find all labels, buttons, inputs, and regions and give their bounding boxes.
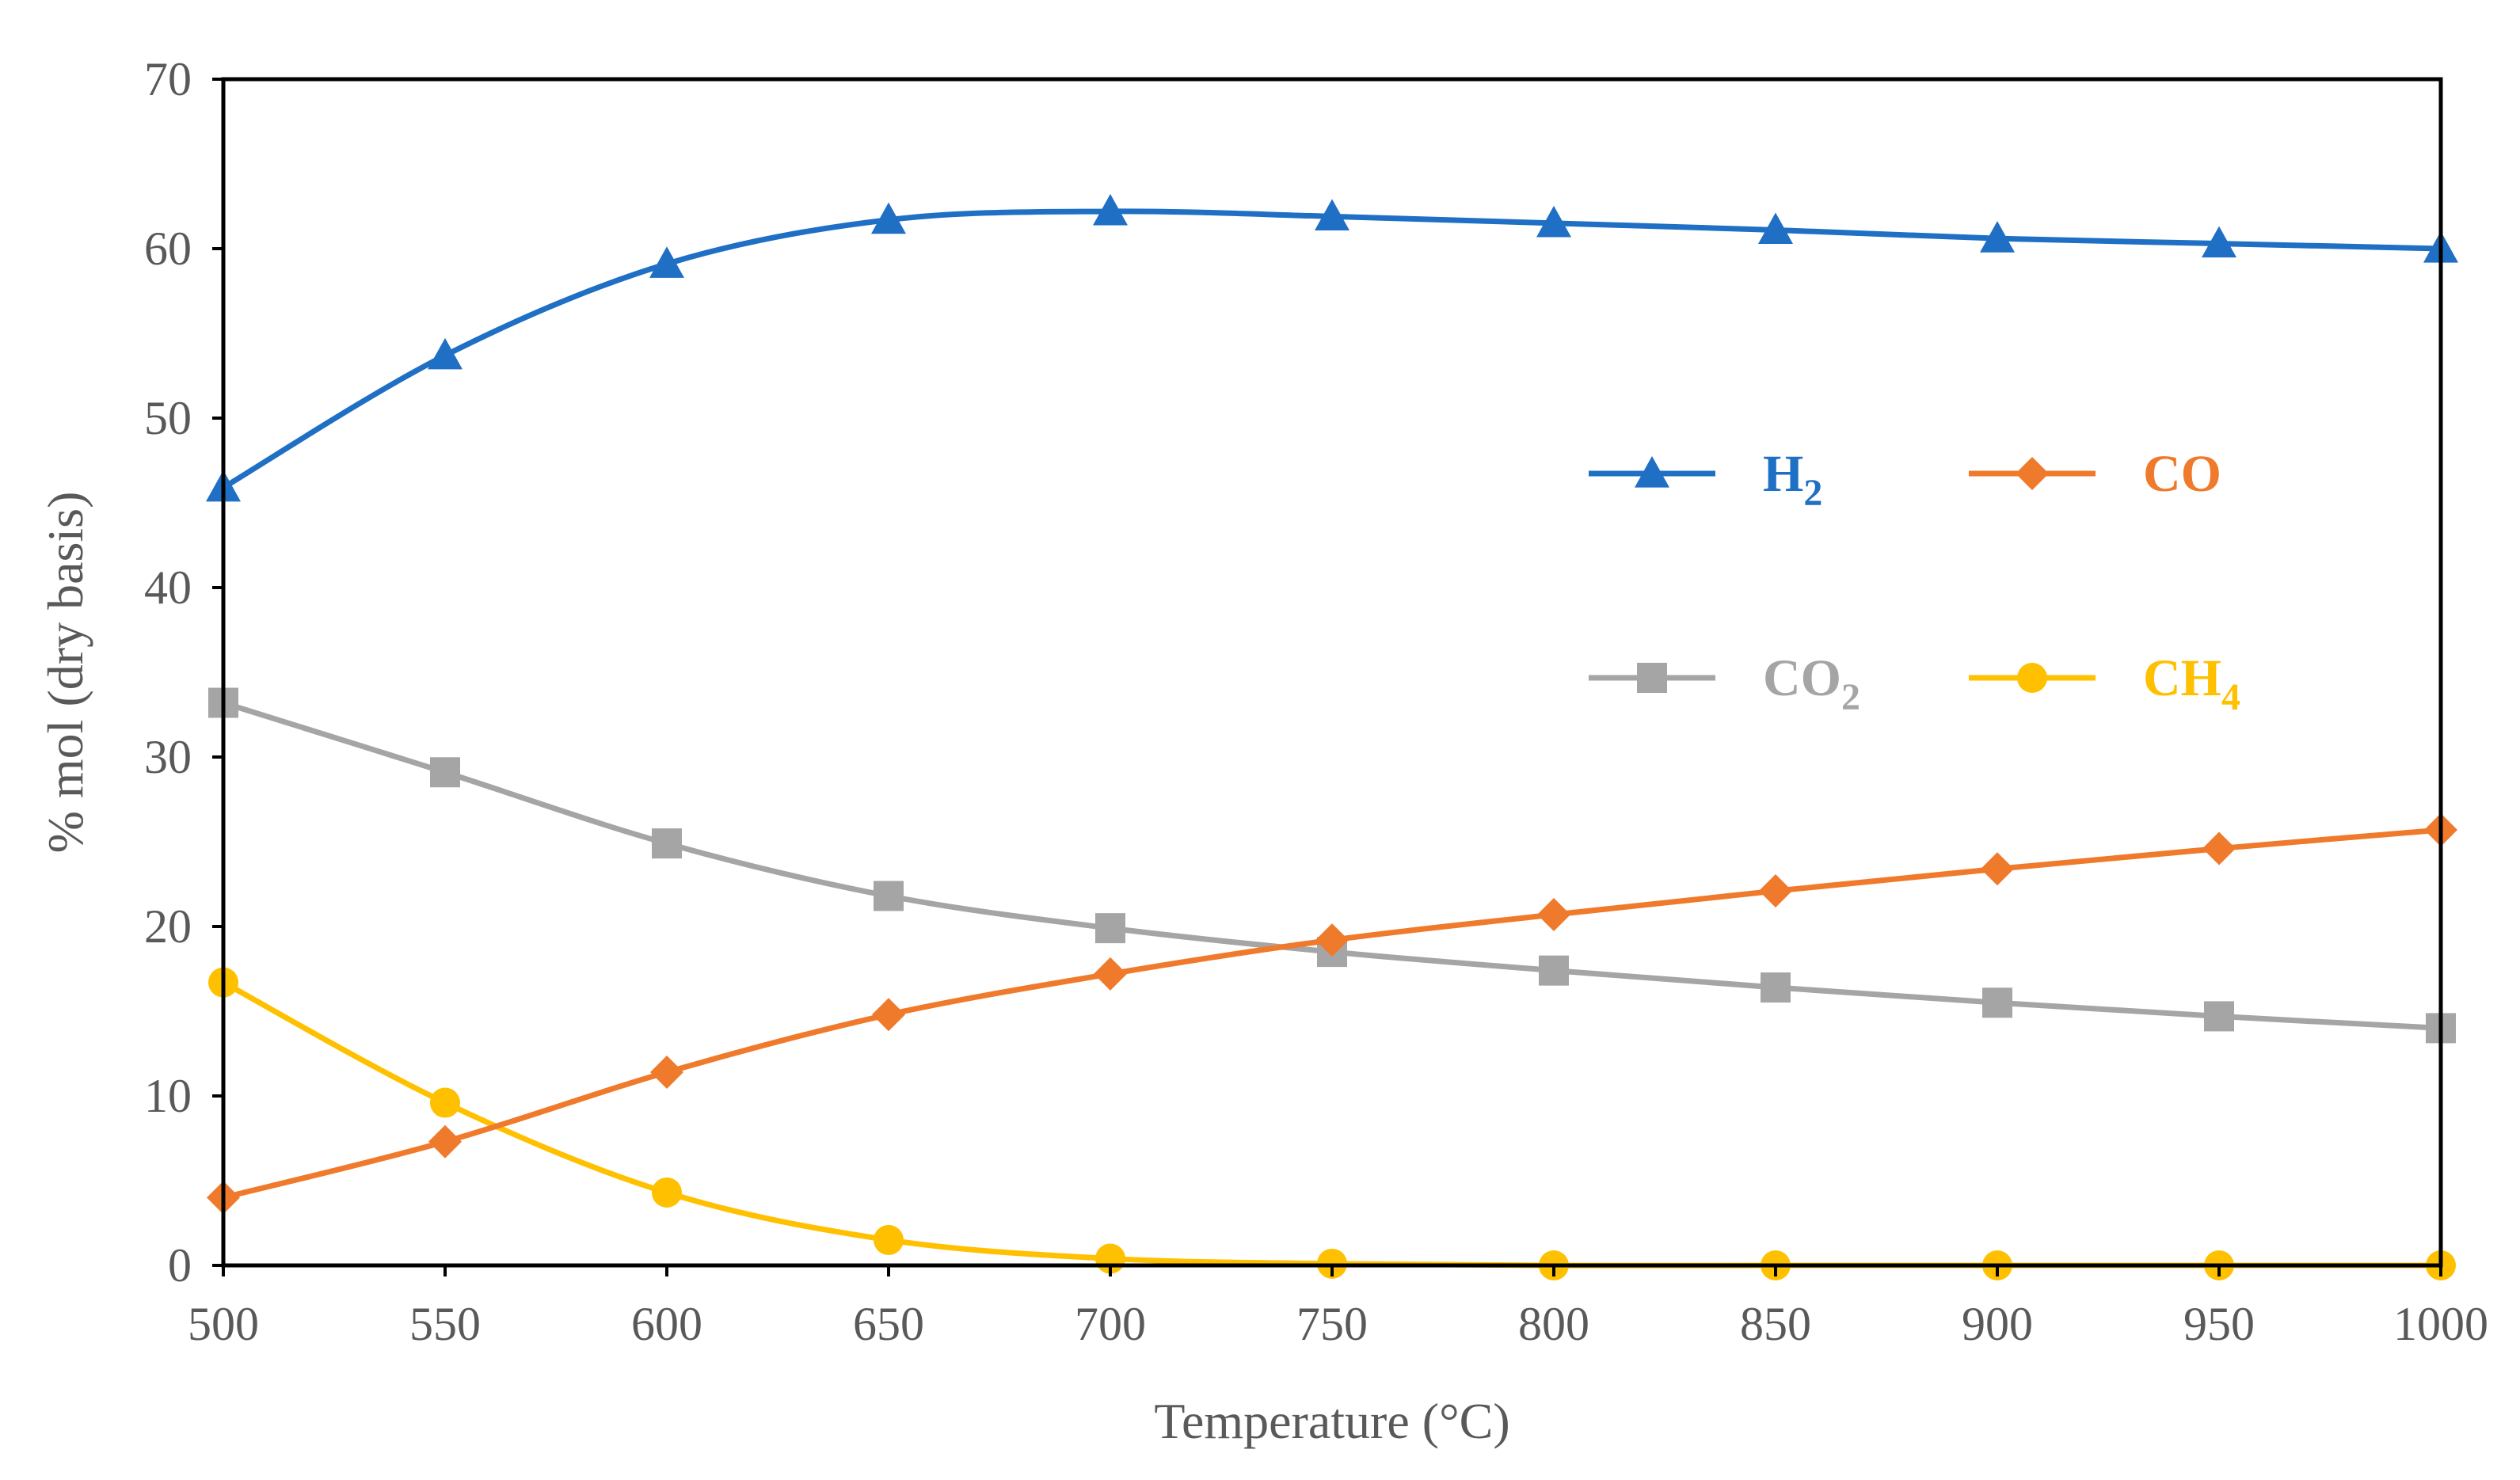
- x-axis-title: Temperature (°C): [1154, 1393, 1509, 1449]
- legend-label-subscript: 2: [1841, 676, 1860, 718]
- data-point-co: [1315, 923, 1349, 957]
- data-point-co: [1094, 957, 1127, 991]
- data-point-co: [650, 1056, 683, 1090]
- legend-label-co2: CO2: [1763, 649, 1860, 718]
- data-point-h2: [1093, 193, 1128, 226]
- x-tick-label: 800: [1518, 1298, 1589, 1350]
- plot-area-frame: [221, 77, 2443, 1268]
- legend-item-h2: H2: [1589, 445, 1822, 514]
- y-tick-label: 60: [144, 223, 192, 275]
- legend-label-main: H: [1763, 445, 1803, 503]
- data-point-h2: [1980, 221, 2015, 253]
- data-point-h2: [649, 246, 684, 278]
- data-point-co: [2202, 831, 2236, 866]
- data-point-ch4: [652, 1177, 682, 1208]
- series-layer: [206, 193, 2458, 1280]
- series-line-co2: [220, 700, 2444, 1031]
- data-point-co2: [1539, 955, 1569, 986]
- data-point-co2: [2204, 1001, 2234, 1032]
- data-point-co2: [430, 757, 460, 788]
- y-axis-title: % mol (dry basis): [37, 492, 93, 854]
- data-point-co2: [1761, 972, 1791, 1003]
- y-tick-label: 30: [144, 731, 192, 783]
- data-point-co: [872, 998, 905, 1032]
- data-point-h2: [2202, 226, 2236, 258]
- y-axis-ticks: 0 10 20 30 40 50 60 70: [144, 53, 223, 1292]
- x-axis-ticks: 500 550 600 650 700 750 800 850 900 950 1000: [188, 1265, 2488, 1350]
- data-point-h2: [1758, 212, 1793, 245]
- series-co2: [208, 687, 2456, 1044]
- legend-label-co: CO: [2143, 445, 2221, 503]
- x-tick-label: 900: [1962, 1298, 2033, 1350]
- data-point-co: [1759, 874, 1792, 908]
- series-line-co: [220, 827, 2444, 1200]
- data-point-co2: [652, 828, 682, 859]
- x-tick-label: 950: [2183, 1298, 2255, 1350]
- y-tick-label: 70: [144, 53, 192, 105]
- y-tick-label: 20: [144, 900, 192, 953]
- data-point-co2: [874, 881, 904, 911]
- series-h2: [206, 193, 2458, 502]
- legend-item-co2: CO2: [1589, 649, 1860, 718]
- data-point-ch4: [874, 1224, 904, 1255]
- legend-label-subscript: 4: [2221, 676, 2240, 718]
- x-tick-label: 650: [853, 1298, 924, 1350]
- data-point-co: [1537, 898, 1570, 932]
- x-tick-label: 850: [1740, 1298, 1811, 1350]
- legend-label-main: CO: [2143, 445, 2221, 503]
- x-tick-label: 700: [1075, 1298, 1146, 1350]
- data-point-co2: [1095, 913, 1125, 944]
- data-point-co: [1981, 852, 2014, 886]
- x-tick-label: 1000: [2393, 1298, 2488, 1350]
- y-tick-label: 50: [144, 392, 192, 444]
- x-tick-label: 600: [631, 1298, 702, 1350]
- legend-label-main: CO: [1763, 649, 1841, 707]
- x-tick-label: 550: [409, 1298, 481, 1350]
- data-point-ch4: [430, 1087, 460, 1118]
- y-tick-label: 40: [144, 561, 192, 614]
- legend-label-subscript: 2: [1803, 472, 1822, 514]
- legend-marker-co: [2016, 457, 2049, 490]
- series-line-h2: [220, 208, 2444, 491]
- data-point-h2: [428, 337, 463, 370]
- legend-label-h2: H2: [1763, 445, 1822, 514]
- legend-marker-ch4: [2017, 663, 2047, 693]
- legend-marker-co2: [1637, 663, 1667, 693]
- x-tick-label: 750: [1296, 1298, 1368, 1350]
- data-point-co2: [1982, 987, 2012, 1018]
- y-tick-label: 10: [144, 1070, 192, 1122]
- legend-item-co: CO: [1969, 445, 2221, 503]
- y-tick-label: 0: [168, 1239, 192, 1292]
- legend-label-main: CH: [2143, 649, 2221, 707]
- series-line-ch4: [220, 980, 2444, 1269]
- legend-label-ch4: CH4: [2143, 649, 2240, 718]
- series-co: [207, 813, 2457, 1215]
- legend-marker-h2: [1635, 456, 1669, 488]
- x-tick-label: 500: [188, 1298, 259, 1350]
- series-ch4: [208, 967, 2456, 1280]
- data-point-h2: [1315, 199, 1349, 230]
- legend-item-ch4: CH4: [1969, 649, 2240, 718]
- data-point-h2: [1536, 205, 1571, 238]
- data-point-h2: [871, 202, 906, 234]
- data-point-co: [428, 1124, 462, 1159]
